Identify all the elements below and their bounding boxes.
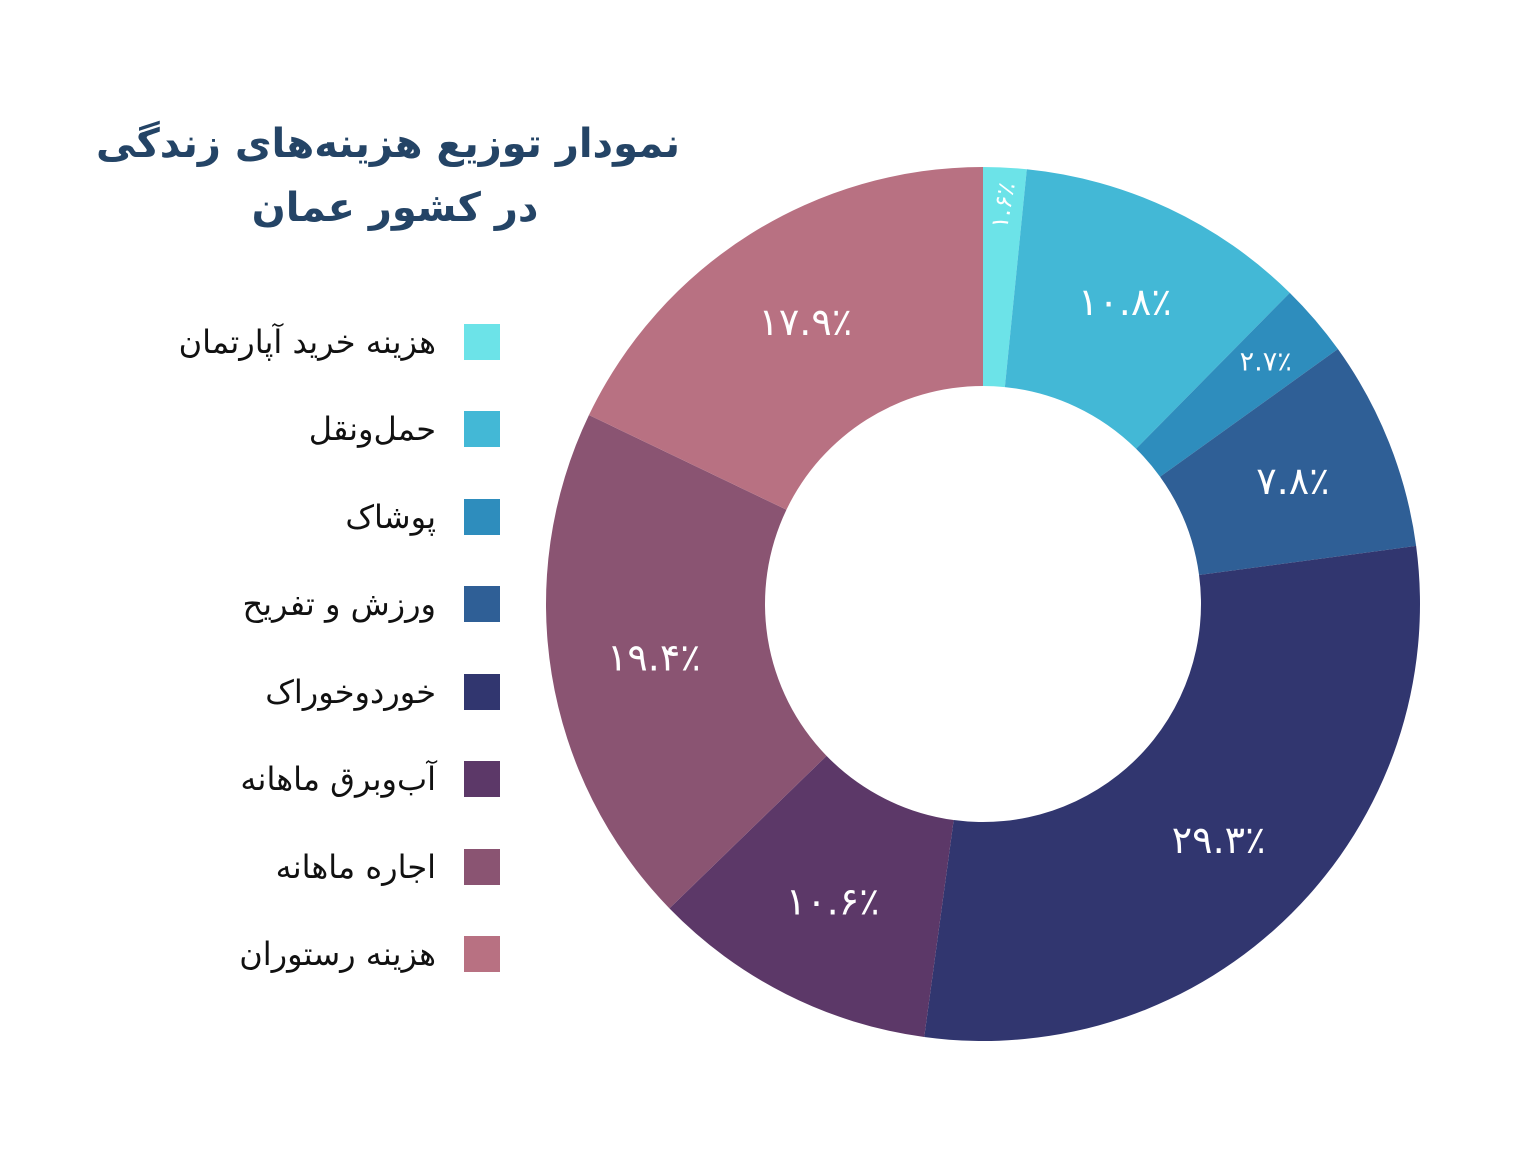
legend-swatch [464, 761, 500, 798]
legend-label: حمل‌ونقل [308, 410, 436, 449]
slice-value-label: ۱۰.۶٪ [786, 880, 880, 924]
legend-item: ورزش و تفریح [120, 561, 500, 649]
legend-label: ورزش و تفریح [242, 585, 436, 624]
legend-label: هزینه خرید آپارتمان [178, 322, 436, 361]
legend-item: اجاره ماهانه [120, 823, 500, 911]
legend-item: حمل‌ونقل [120, 386, 500, 474]
donut-slice [1160, 349, 1417, 576]
donut-slice [983, 167, 1027, 388]
legend-item: آب‌وبرق ماهانه [120, 736, 500, 824]
legend-item: هزینه خرید آپارتمان [120, 298, 500, 386]
legend-swatch [464, 848, 500, 885]
slice-value-label: ۲۹.۳٪ [1172, 818, 1266, 862]
chart-title-line-2: در کشور عمان [251, 185, 539, 231]
donut-slice [1004, 169, 1290, 449]
legend-label: هزینه رستوران [239, 935, 436, 974]
chart-title: نمودار توزیع هزینه‌های زندگی در کشور عما… [96, 112, 680, 240]
legend-swatch [464, 586, 500, 623]
slice-value-label: ۱۷.۹٪ [758, 300, 852, 344]
legend-label: خوردوخوراک [265, 672, 436, 711]
legend-item: پوشاک [120, 473, 500, 561]
legend-label: پوشاک [345, 497, 436, 536]
donut-slice [588, 166, 983, 510]
donut-slice [546, 415, 827, 909]
slice-value-label: ۲.۷٪ [1240, 347, 1292, 378]
donut-slice [669, 755, 954, 1038]
donut-slice [1136, 292, 1338, 477]
legend-label: اجاره ماهانه [275, 847, 436, 886]
chart-title-line-1: نمودار توزیع هزینه‌های زندگی [96, 121, 680, 167]
slice-value-label: ۱۰.۸٪ [1078, 280, 1172, 324]
slice-value-label: ۱۹.۴٪ [607, 636, 701, 680]
donut-slice [924, 545, 1420, 1041]
legend-swatch [464, 498, 500, 535]
legend-swatch [464, 411, 500, 448]
legend-label: آب‌وبرق ماهانه [240, 760, 436, 799]
legend-swatch [464, 936, 500, 973]
legend-item: خوردوخوراک [120, 648, 500, 736]
legend-swatch [464, 673, 500, 710]
slice-value-label: ۷.۸٪ [1256, 459, 1329, 503]
legend-swatch [464, 323, 500, 360]
legend: هزینه خرید آپارتمان حمل‌ونقل پوشاک ورزش و ت… [120, 298, 500, 998]
legend-item: هزینه رستوران [120, 911, 500, 999]
